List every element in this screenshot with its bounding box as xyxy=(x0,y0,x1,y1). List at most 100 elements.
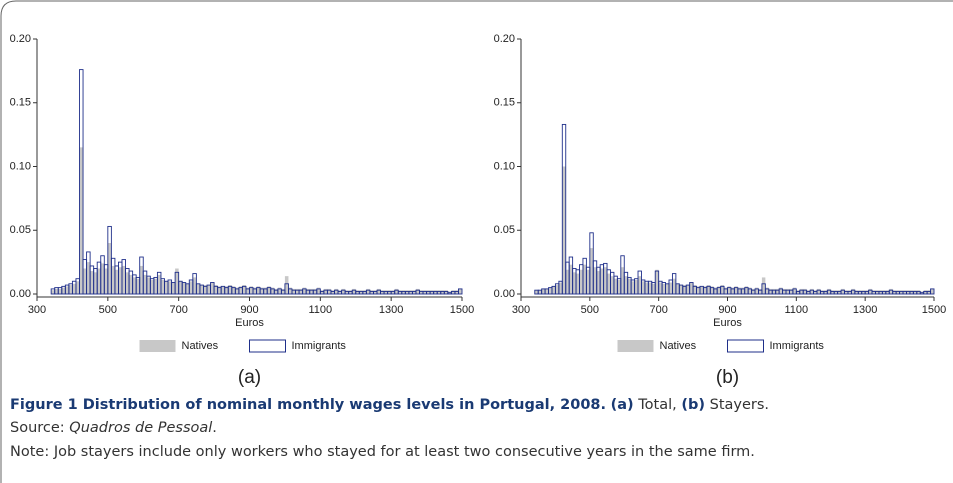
bar xyxy=(263,287,268,294)
x-tick-label: 1300 xyxy=(853,304,877,316)
x-tick-label: 1300 xyxy=(379,304,403,316)
bar xyxy=(334,288,339,294)
bar xyxy=(415,288,420,294)
bar xyxy=(440,290,445,294)
bar xyxy=(373,290,377,294)
bar xyxy=(65,286,69,294)
bar xyxy=(238,286,243,294)
bar xyxy=(607,273,611,294)
legend-label: Immigrants xyxy=(292,340,347,352)
x-tick-label: 700 xyxy=(649,304,667,316)
panel-label: (a) xyxy=(238,367,261,388)
bar xyxy=(228,285,232,294)
bar xyxy=(600,268,604,294)
y-tick-label: 0.10 xyxy=(494,160,515,172)
bar xyxy=(672,278,676,294)
bar xyxy=(668,282,673,294)
bar xyxy=(401,290,406,294)
bar xyxy=(713,287,718,294)
bar xyxy=(561,123,567,295)
bar xyxy=(267,286,271,294)
x-tick-label: 1100 xyxy=(785,304,809,316)
bar xyxy=(730,287,735,294)
caption-title: Figure 1 Distribution of nominal monthly… xyxy=(10,397,607,413)
bar xyxy=(651,283,656,294)
bar xyxy=(171,282,176,294)
bar xyxy=(352,288,356,294)
bar xyxy=(143,274,147,294)
bar xyxy=(221,286,225,294)
bar xyxy=(139,265,144,294)
bar xyxy=(627,278,632,294)
x-tick-label: 1100 xyxy=(309,304,333,316)
bar xyxy=(256,286,261,294)
bar xyxy=(699,286,704,294)
x-tick-label: 900 xyxy=(718,304,736,316)
bar xyxy=(758,288,762,294)
bar xyxy=(858,290,862,294)
bar xyxy=(610,276,614,294)
bar xyxy=(682,285,687,294)
bar xyxy=(380,290,385,294)
source-line: Source: Quadros de Pessoal. xyxy=(10,420,217,436)
bar xyxy=(160,279,165,294)
x-tick-label: 500 xyxy=(581,304,599,316)
bar xyxy=(451,290,455,294)
bar xyxy=(816,288,821,294)
x-tick-label: 900 xyxy=(240,304,258,316)
source-title: Quadros de Pessoal xyxy=(69,420,213,436)
bar xyxy=(412,290,416,294)
bar xyxy=(203,285,207,294)
legend-swatch xyxy=(727,339,764,353)
source-label: Source: xyxy=(10,420,65,436)
bar xyxy=(541,288,546,294)
bar xyxy=(309,288,314,294)
panel-label: (b) xyxy=(716,367,739,388)
bar xyxy=(734,286,738,294)
bar xyxy=(302,287,307,294)
bar xyxy=(775,288,780,294)
bar xyxy=(913,290,917,294)
source-end: . xyxy=(212,420,217,436)
bar xyxy=(744,286,749,294)
y-tick-label: 0.10 xyxy=(10,160,31,172)
bar xyxy=(369,290,374,294)
x-tick-label: 1500 xyxy=(450,304,474,316)
bar xyxy=(327,288,331,294)
bar xyxy=(242,285,246,294)
bar xyxy=(741,287,745,294)
bar xyxy=(686,285,690,294)
bar xyxy=(196,283,200,294)
bar xyxy=(231,286,236,294)
x-tick-label: 500 xyxy=(99,304,117,316)
bar xyxy=(638,276,642,294)
bar xyxy=(896,290,900,294)
bar xyxy=(737,287,742,294)
caption-a: (a) xyxy=(610,397,634,413)
bar xyxy=(827,288,831,294)
bar xyxy=(207,285,211,294)
bar xyxy=(192,277,197,294)
bar xyxy=(72,283,76,294)
bar xyxy=(765,287,769,294)
bar xyxy=(724,287,728,294)
bar xyxy=(214,285,218,294)
bar xyxy=(693,285,697,294)
bar xyxy=(878,290,883,294)
x-axis-label: Euros xyxy=(235,317,264,329)
bar xyxy=(748,287,752,294)
bar xyxy=(423,290,427,294)
bar xyxy=(444,290,448,294)
caption-b-text: Stayers. xyxy=(709,397,770,413)
bar xyxy=(79,147,84,294)
bar xyxy=(717,286,721,294)
bar xyxy=(199,285,204,294)
bar xyxy=(803,288,807,294)
bar xyxy=(454,290,459,294)
bar xyxy=(844,290,848,294)
bar xyxy=(253,287,257,294)
bar xyxy=(576,273,580,294)
bar xyxy=(569,264,573,294)
bar xyxy=(624,276,628,294)
